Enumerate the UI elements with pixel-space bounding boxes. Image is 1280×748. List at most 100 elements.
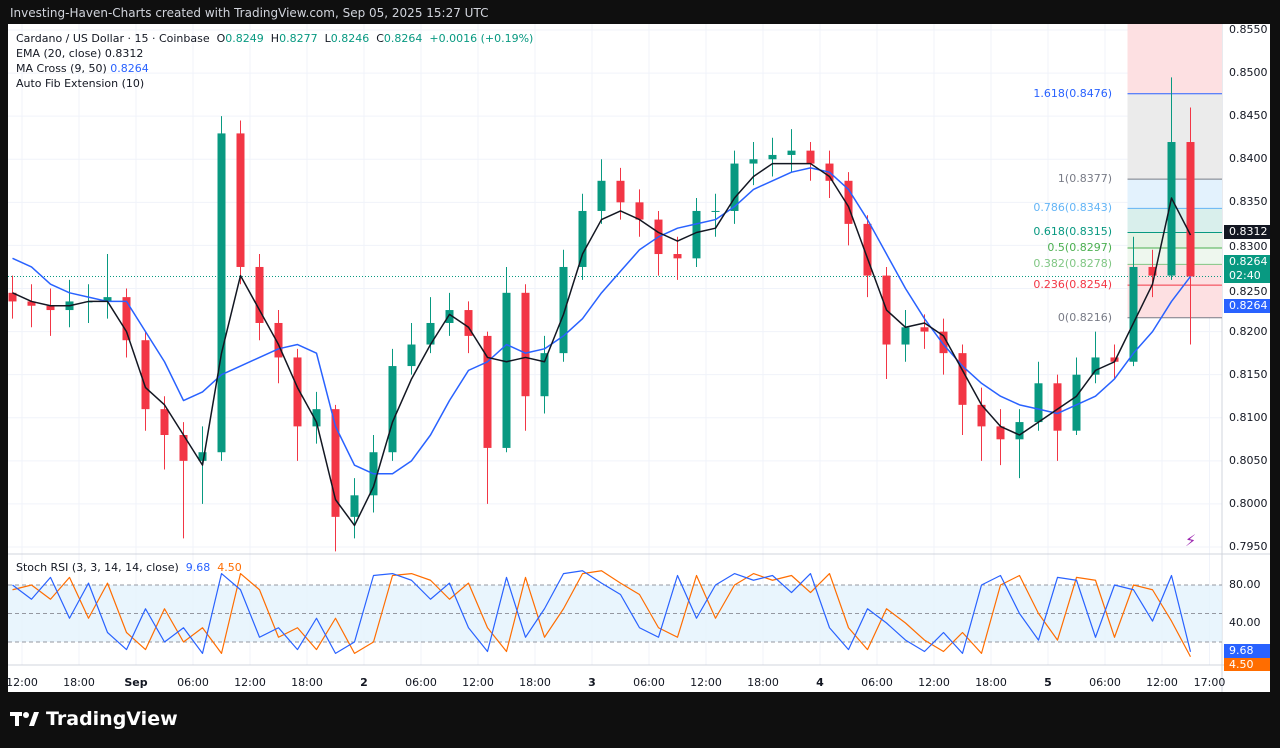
bar-countdown: 02:40 [1229,269,1261,282]
candle-body [141,340,150,410]
candle-body [255,266,264,323]
candle-body [749,159,758,164]
time-tick-label: 18:00 [519,676,551,689]
open-label: O [216,32,226,45]
fib-zone-top [1127,24,1222,94]
time-tick-label: 2 [360,676,368,689]
price-tick-label: 0.8350 [1229,195,1268,209]
time-tick-label: 4 [816,676,824,689]
candle-body [1167,142,1176,276]
lightning-icon[interactable]: ⚡ [1185,531,1197,550]
stoch-d-line [12,570,1192,658]
price-tick-label: 0.7950 [1229,540,1268,554]
fib-level-label: 0.5(0.8297) [1047,241,1112,254]
symbol-name: Cardano / US Dollar · 15 · Coinbase [16,32,210,45]
ma-value: 0.8264 [110,62,149,75]
time-tick-label: 12:00 [6,676,38,689]
stoch-legend[interactable]: Stoch RSI (3, 3, 14, 14, close) 9.68 4.5… [16,561,242,574]
candle-body [502,292,511,448]
candle-body [331,409,340,517]
time-tick-label: 06:00 [405,676,437,689]
candle-body [445,310,454,323]
candle-body [901,327,910,345]
fib-level-label: 0.236(0.8254) [1033,278,1112,292]
price-tick-label: 0.8450 [1229,109,1268,123]
candle-body [274,322,283,358]
open-value: 0.8249 [225,32,264,45]
stoch-k-value: 9.68 [185,561,211,574]
stoch-d-badge: 4.50 [1224,658,1270,671]
fib-zone [1127,285,1222,318]
price-tick-label: 0.8400 [1229,152,1268,166]
candle-body [388,366,397,453]
candle-body [920,327,929,332]
candle-body [1148,266,1157,276]
candle-body [1072,374,1081,431]
candle-body [1129,266,1138,362]
ma-legend[interactable]: MA Cross (9, 50) 0.8264 [16,61,533,76]
candle-body [103,297,112,302]
candle-body [8,292,17,302]
last-price-badge: 0.8264 02:40 [1224,255,1270,283]
ma-cross-line [12,167,1192,475]
candle-body [635,202,644,220]
close-label: C [376,32,384,45]
ema-label: EMA (20, close) [16,47,102,60]
high-value: 0.8277 [279,32,318,45]
candle-body [1015,422,1024,440]
brand-name: TradingView [46,708,178,730]
chart-legend: Cardano / US Dollar · 15 · Coinbase O0.8… [16,31,533,91]
time-tick-label: 18:00 [975,676,1007,689]
candle-body [768,154,777,160]
stoch-tick-label: 80.00 [1229,578,1261,591]
high-label: H [270,32,280,45]
stoch-d-value: 4.50 [217,561,242,574]
time-tick-label: 06:00 [861,676,893,689]
candle-body [1110,357,1119,362]
price-tick-label: 0.8250 [1229,285,1268,298]
time-tick-label: 12:00 [1146,676,1178,689]
price-tick-label: 0.8550 [1229,23,1268,36]
candle-body [236,133,245,267]
candle-body [179,434,188,461]
ema-legend[interactable]: EMA (20, close) 0.8312 [16,46,533,61]
candle-body [996,426,1005,440]
candle-body [844,180,853,224]
time-tick-label: 5 [1044,676,1052,689]
time-tick-label: 12:00 [690,676,722,689]
time-tick-label: 18:00 [291,676,323,689]
fib-level-label: 0.618(0.8315) [1033,225,1112,239]
ema-line [12,162,1192,527]
time-tick-label: 3 [588,676,596,689]
fib-legend[interactable]: Auto Fib Extension (10) [16,76,533,91]
time-tick-label: 18:00 [747,676,779,689]
price-tick-label: 0.8200 [1229,324,1268,338]
symbol-legend[interactable]: Cardano / US Dollar · 15 · Coinbase O0.8… [16,31,533,46]
candle-body [711,210,720,212]
fib-level-label: 0.382(0.8278) [1033,257,1112,271]
time-tick-label: 12:00 [234,676,266,689]
candle-body [426,322,435,345]
price-tick-label: 0.8150 [1229,367,1268,381]
candle-body [863,223,872,276]
candle-body [730,163,739,211]
candle-body [616,180,625,203]
candle-body [521,292,530,397]
stoch-label: Stoch RSI (3, 3, 14, 14, close) [16,561,179,574]
candle-body [217,133,226,453]
candle-body [806,150,815,164]
tradingview-logo[interactable]: TradingView [10,708,178,730]
time-tick-label: 18:00 [63,676,95,689]
candle-body [350,495,359,517]
close-value: 0.8264 [383,32,423,45]
time-tick-label: 06:00 [633,676,665,689]
stoch-tick-label: 40.00 [1229,616,1261,629]
candle-body [1034,383,1043,423]
time-tick-label: 06:00 [177,676,209,689]
candle-body [293,357,302,427]
candle-body [464,310,473,336]
ma-price-badge: 0.8264 [1224,299,1270,313]
candle-body [977,404,986,427]
price-tick-label: 0.8050 [1229,453,1268,467]
